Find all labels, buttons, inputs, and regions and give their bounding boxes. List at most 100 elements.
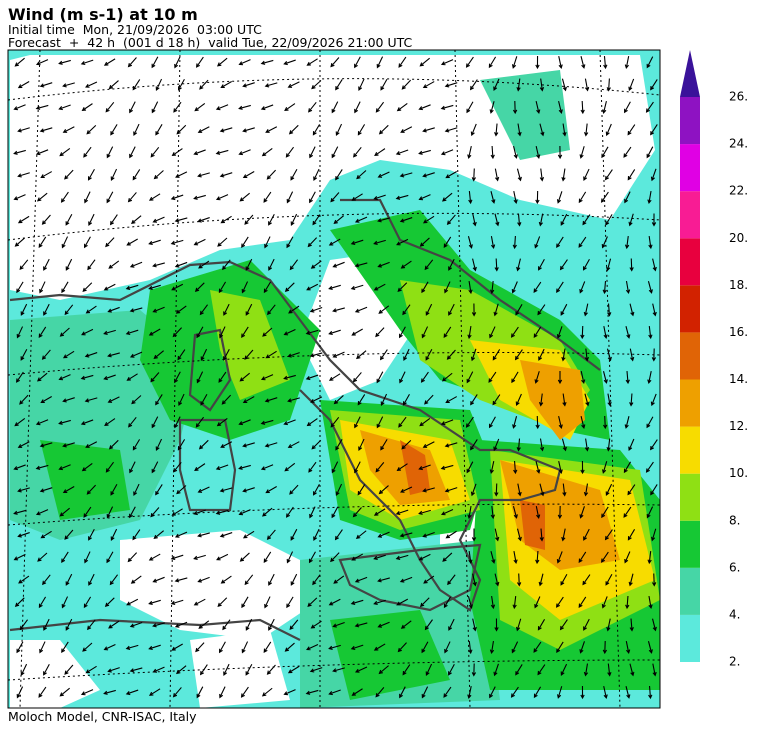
wind-arrow bbox=[65, 573, 73, 586]
wind-arrow bbox=[129, 461, 136, 474]
wind-arrow bbox=[467, 505, 472, 520]
colorbar-label: 18. bbox=[729, 278, 748, 292]
wind-arrow bbox=[335, 169, 343, 181]
wind-arrow bbox=[178, 78, 185, 91]
colorbar-bin bbox=[680, 567, 700, 615]
wind-arrow bbox=[195, 642, 205, 653]
wind-arrow bbox=[200, 348, 208, 361]
wind-arrow bbox=[288, 305, 300, 314]
wind-arrow bbox=[107, 667, 120, 673]
wind-arrow bbox=[177, 349, 186, 361]
wind-arrow bbox=[354, 56, 361, 69]
wind-arrow bbox=[624, 191, 631, 204]
wind-arrow bbox=[265, 486, 277, 494]
wind-arrow bbox=[215, 509, 229, 515]
wind-arrow bbox=[35, 59, 49, 66]
wind-arrow bbox=[472, 258, 477, 272]
wind-arrow bbox=[59, 507, 70, 517]
wind-arrow bbox=[465, 56, 474, 68]
wind-arrow bbox=[424, 259, 434, 271]
wind-arrow bbox=[562, 123, 567, 137]
wind-arrow bbox=[601, 506, 609, 519]
wind-arrow bbox=[442, 192, 453, 202]
wind-arrow bbox=[61, 641, 69, 654]
wind-arrow bbox=[41, 214, 51, 225]
wind-arrow bbox=[512, 595, 517, 610]
wind-arrow bbox=[445, 530, 457, 539]
wind-arrow bbox=[266, 529, 276, 540]
wind-arrow bbox=[418, 553, 431, 561]
wind-arrow bbox=[61, 281, 69, 294]
wind-arrow bbox=[242, 530, 255, 539]
wind-arrow bbox=[352, 372, 362, 383]
wind-arrow bbox=[378, 305, 390, 314]
wind-arrow bbox=[127, 192, 137, 203]
wind-arrow bbox=[357, 124, 366, 136]
wind-arrow bbox=[354, 666, 368, 673]
wind-arrow bbox=[629, 663, 635, 677]
wind-arrow bbox=[289, 619, 299, 631]
wind-arrow bbox=[376, 56, 384, 69]
wind-arrow bbox=[647, 641, 653, 654]
wind-arrow bbox=[535, 415, 540, 430]
wind-arrow bbox=[174, 577, 188, 583]
wind-arrow bbox=[240, 686, 249, 698]
wind-arrow bbox=[328, 598, 341, 606]
wind-arrow bbox=[357, 394, 366, 406]
wind-arrow bbox=[335, 123, 343, 136]
wind-arrow bbox=[651, 528, 657, 542]
wind-arrow bbox=[290, 528, 298, 541]
wind-arrow bbox=[19, 619, 29, 631]
wind-arrow bbox=[263, 551, 272, 564]
wind-arrow bbox=[467, 325, 472, 340]
wind-arrow bbox=[43, 663, 50, 676]
wind-arrow bbox=[421, 641, 429, 654]
wind-arrow bbox=[133, 123, 140, 136]
wind-arrow bbox=[219, 532, 233, 538]
wind-arrow bbox=[583, 618, 590, 631]
wind-arrow bbox=[81, 328, 94, 336]
wind-arrow bbox=[170, 554, 184, 561]
wind-arrow bbox=[198, 620, 210, 629]
wind-arrow bbox=[19, 259, 29, 271]
wind-arrow bbox=[418, 194, 431, 201]
wind-arrow bbox=[242, 171, 255, 179]
wind-arrow bbox=[241, 326, 249, 339]
wind-arrow bbox=[266, 169, 277, 180]
wind-arrow bbox=[625, 370, 630, 385]
footer: Moloch Model, CNR-ISAC, Italy bbox=[8, 709, 197, 724]
wind-arrow bbox=[284, 642, 295, 652]
wind-arrow bbox=[40, 171, 53, 178]
wind-arrow bbox=[263, 641, 272, 653]
wind-arrow bbox=[356, 170, 367, 180]
wind-arrow bbox=[517, 123, 522, 137]
wind-arrow bbox=[260, 464, 274, 471]
wind-arrow bbox=[197, 172, 210, 178]
wind-arrow bbox=[651, 213, 657, 227]
wind-arrow bbox=[38, 686, 47, 698]
wind-arrow bbox=[62, 486, 75, 494]
wind-arrow bbox=[132, 169, 141, 181]
wind-arrow bbox=[583, 168, 590, 181]
colorbar-bin bbox=[680, 97, 700, 145]
wind-arrow bbox=[245, 303, 253, 316]
wind-arrow bbox=[126, 238, 138, 246]
wind-arrow bbox=[175, 171, 188, 178]
wind-arrow bbox=[260, 59, 274, 65]
wind-arrow bbox=[489, 101, 495, 114]
wind-arrow bbox=[650, 484, 658, 496]
wind-arrow bbox=[217, 237, 228, 247]
wind-arrow bbox=[494, 168, 500, 182]
wind-arrow bbox=[562, 483, 567, 497]
wind-arrow bbox=[307, 237, 318, 248]
wind-arrow bbox=[350, 644, 364, 651]
wind-arrow bbox=[398, 416, 407, 428]
wind-arrow bbox=[470, 123, 477, 137]
wind-arrow bbox=[625, 595, 630, 610]
wind-arrow bbox=[176, 485, 187, 495]
wind-arrow bbox=[358, 78, 365, 91]
wind-arrow bbox=[328, 238, 341, 246]
wind-arrow bbox=[335, 439, 343, 451]
wind-arrow bbox=[373, 643, 386, 651]
wind-arrow bbox=[355, 530, 367, 539]
